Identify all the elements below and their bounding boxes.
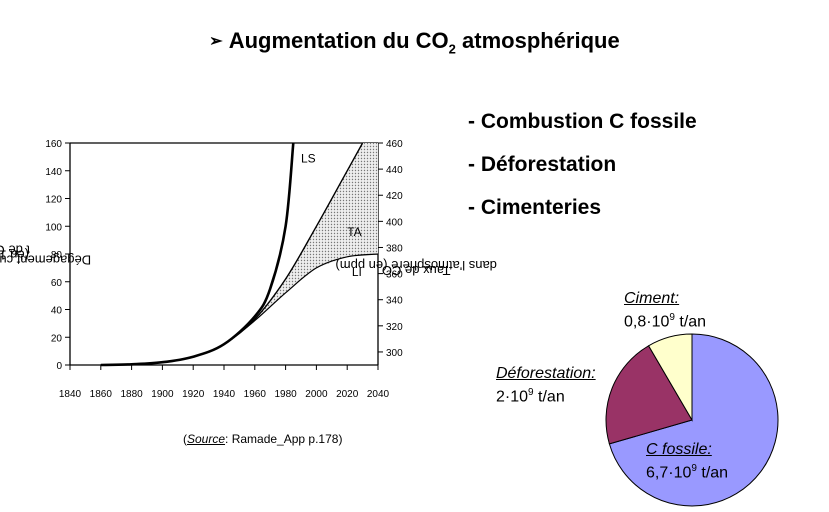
x-tick-label: 1900 [151, 389, 174, 400]
y-tick-label: 120 [45, 195, 62, 206]
y-right-tick-label: 340 [386, 296, 403, 307]
y-tick-label: 100 [45, 222, 62, 233]
pie-slice-déforestation [605, 345, 693, 445]
pie-label-deforestation: Déforestation: 2·109 t/an [496, 365, 596, 406]
co2-sources-pie-chart [605, 333, 779, 507]
co2-line-chart: LSTALI0204060801001201401603003203403603… [45, 139, 403, 400]
y-right-tick-label: 300 [386, 348, 403, 359]
x-tick-label: 2000 [305, 389, 328, 400]
series-line-li [100, 253, 379, 366]
title-suffix: atmosphérique [455, 28, 620, 53]
bullet-item: - Déforestation [468, 153, 617, 176]
x-tick-label: 1980 [274, 389, 297, 400]
series-label-ls: LS [301, 151, 316, 165]
series-label-ta: TA [347, 225, 361, 239]
bullet-list: - Combustion C fossile - Déforestation -… [468, 108, 697, 237]
x-tick-label: 1960 [244, 389, 267, 400]
pie-slice-ciment [647, 333, 693, 422]
source-caption: (Source: Ramade_App p.178) [183, 432, 343, 446]
series-line-ls [100, 142, 295, 367]
pie-label-c-fossile: C fossile: 6,7·109 t/an [646, 441, 729, 482]
series-label-li: LI [352, 265, 362, 279]
y-right-tick-label: 400 [386, 217, 403, 228]
x-tick-label: 2020 [336, 389, 359, 400]
y-tick-label: 0 [56, 361, 62, 372]
page-title: ➢ Augmentation du CO2 atmosphérique [0, 28, 829, 56]
arrow-bullet-icon: ➢ [209, 33, 223, 50]
y-right-tick-label: 460 [386, 139, 403, 150]
y-tick-label: 160 [45, 139, 62, 150]
x-tick-label: 1840 [59, 389, 82, 400]
bullet-item: - Cimenteries [468, 196, 602, 219]
x-tick-label: 1880 [120, 389, 143, 400]
x-tick-label: 2040 [367, 389, 390, 400]
x-tick-label: 1860 [90, 389, 113, 400]
y-tick-label: 20 [51, 333, 63, 344]
y-right-tick-label: 420 [386, 191, 403, 202]
bullet-item: - Combustion C fossile [468, 110, 697, 133]
x-tick-label: 1940 [213, 389, 236, 400]
y-tick-label: 40 [51, 306, 63, 317]
title-text: Augmentation du CO [228, 28, 449, 53]
y-tick-label: 60 [51, 278, 63, 289]
y-tick-label: 140 [45, 167, 62, 178]
y-right-tick-label: 320 [386, 322, 403, 333]
pie-slice-cfossile [608, 333, 779, 507]
y-tick-label: 80 [51, 250, 63, 261]
y-right-tick-label: 380 [386, 243, 403, 254]
shaded-area-ta-li [254, 143, 378, 321]
y-right-tick-label: 440 [386, 165, 403, 176]
y-right-tick-label: 360 [386, 270, 403, 281]
x-tick-label: 1920 [182, 389, 205, 400]
title-subscript: 2 [448, 41, 456, 57]
pie-label-ciment: Ciment: 0,8·109 t/an [624, 290, 707, 331]
